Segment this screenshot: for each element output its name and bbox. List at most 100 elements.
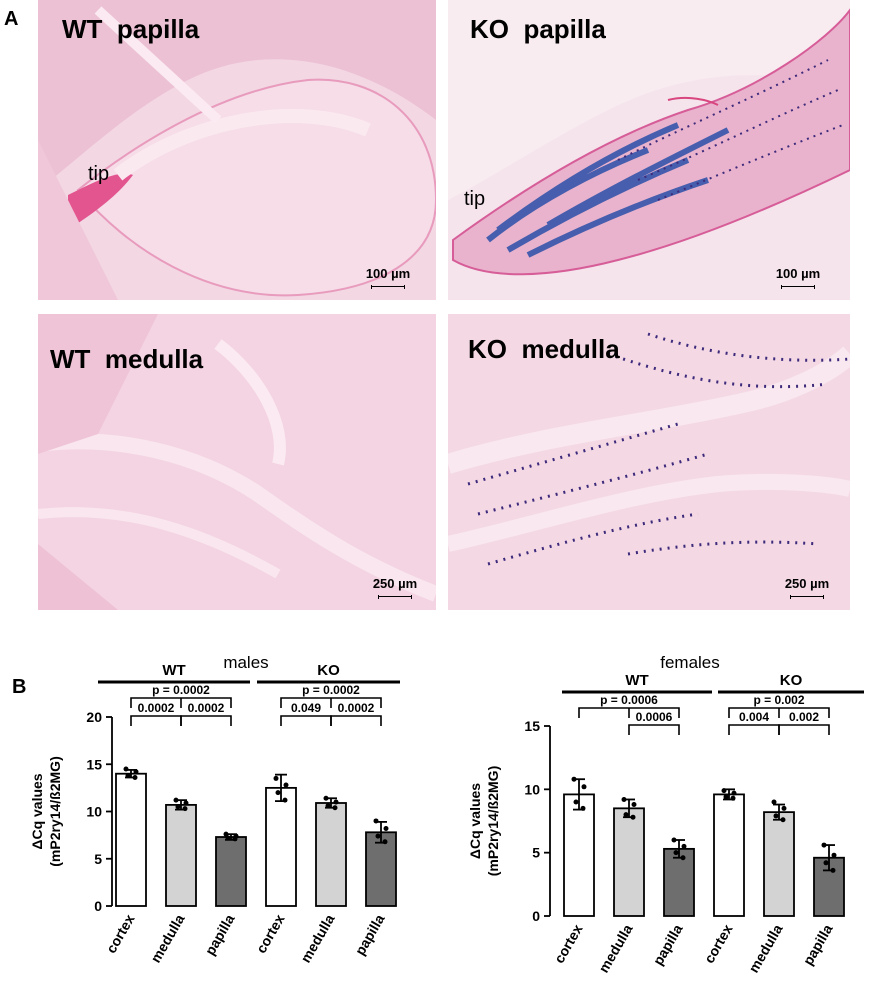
y-tick-label: 10 — [86, 804, 102, 820]
data-point — [581, 784, 587, 790]
scale-bar-line — [371, 285, 405, 289]
data-point — [673, 850, 679, 856]
micrograph-title: WT papilla — [62, 14, 200, 44]
ko-papilla-image — [448, 0, 850, 300]
data-point — [175, 804, 181, 810]
x-tick-label: papilla — [352, 911, 388, 958]
y-axis-label: (mP2ry14/ß2MG) — [485, 766, 501, 876]
panel-a-label: A — [4, 8, 19, 30]
chart-females: females WT KO 0 5 10 15 ΔCq values (mP2ry14/ß2MG… — [467, 653, 864, 975]
y-tick-label: 15 — [86, 756, 102, 772]
p-value-label: 0.049 — [291, 701, 321, 715]
scale-bar-line — [781, 285, 815, 289]
data-point — [382, 839, 388, 845]
data-point — [573, 799, 579, 805]
significance-bracket — [330, 715, 382, 726]
data-point — [631, 802, 637, 808]
bar — [265, 786, 297, 907]
bar — [315, 802, 347, 907]
significance-bracket — [628, 724, 680, 735]
tip-label: tip — [464, 188, 486, 210]
data-point — [671, 837, 677, 843]
y-tick-label: 5 — [94, 851, 102, 867]
p-value-label: p = 0.002 — [753, 693, 804, 707]
p-value-label: 0.0002 — [138, 701, 175, 715]
data-point — [621, 796, 627, 802]
bar — [663, 847, 695, 917]
p-value-label: 0.004 — [739, 710, 769, 724]
bar — [215, 836, 247, 907]
significance-bracket — [130, 715, 182, 726]
data-point — [223, 831, 229, 837]
x-tick-label: papilla — [202, 911, 238, 958]
data-point — [780, 817, 786, 823]
data-point — [225, 835, 231, 841]
y-tick-label: 10 — [524, 781, 540, 797]
data-point — [333, 799, 339, 805]
y-axis-label: ΔCq values — [467, 783, 483, 859]
micrograph-title: WT medulla — [50, 344, 204, 374]
data-point — [133, 769, 139, 775]
x-tick-label: cortex — [103, 911, 138, 956]
panel-b-label: B — [12, 676, 27, 698]
x-tick-label: cortex — [701, 921, 736, 966]
x-tick-label: papilla — [800, 921, 836, 968]
chart-title: females — [660, 653, 720, 672]
x-tick-label: medulla — [745, 921, 785, 975]
y-tick-label: 20 — [86, 709, 102, 725]
x-tick-label: cortex — [253, 911, 288, 956]
significance-bracket — [280, 715, 332, 726]
significance-bracket — [180, 715, 232, 726]
ko-medulla-image — [448, 314, 850, 610]
data-point — [680, 855, 686, 861]
data-point — [383, 826, 389, 832]
data-point — [721, 788, 727, 794]
y-tick-label: 5 — [532, 845, 540, 861]
y-axis-label: (mP2ry14/ß2MG) — [47, 756, 63, 866]
data-point — [125, 773, 131, 779]
group-label: WT — [625, 672, 648, 689]
bar — [713, 793, 745, 917]
bar — [365, 831, 397, 907]
scale-bar-label: 250 µm — [372, 576, 418, 591]
p-value-label: p = 0.0002 — [302, 683, 360, 697]
scale-bar-line — [790, 595, 824, 599]
data-point — [773, 813, 779, 819]
data-point — [173, 797, 179, 803]
data-point — [273, 775, 279, 781]
data-point — [132, 774, 138, 780]
x-tick-label: medulla — [595, 921, 635, 975]
scale-bar-label: 100 µm — [775, 266, 821, 281]
p-value-label: 0.0006 — [636, 710, 673, 724]
x-tick-label: medulla — [297, 911, 337, 965]
significance-bracket — [728, 724, 780, 735]
bar — [613, 807, 645, 917]
scale-bar: 100 µm — [353, 266, 423, 289]
group-label: KO — [780, 672, 803, 689]
p-value-label: p = 0.0002 — [152, 683, 210, 697]
p-value-label: 0.0002 — [338, 701, 375, 715]
micrograph-wt-medulla: WT medulla 250 µm — [38, 314, 436, 610]
x-tick-label: cortex — [551, 921, 586, 966]
data-point — [723, 794, 729, 800]
bar — [563, 793, 595, 917]
data-point — [232, 836, 238, 842]
y-tick-label: 15 — [524, 718, 540, 734]
scale-bar-line — [378, 595, 412, 599]
micrograph-ko-medulla: KO medulla 250 µm — [448, 314, 850, 610]
data-point — [182, 806, 188, 812]
data-point — [275, 790, 281, 796]
group-label: KO — [317, 662, 340, 679]
data-point — [731, 790, 737, 796]
p-value-label: p = 0.0006 — [600, 693, 658, 707]
data-point — [623, 812, 629, 818]
data-point — [830, 867, 836, 873]
p-value-label: 0.002 — [789, 710, 819, 724]
data-point — [373, 818, 379, 824]
data-point — [730, 795, 736, 801]
scale-bar-label: 100 µm — [365, 266, 411, 281]
group-label: WT — [162, 662, 185, 679]
data-point — [375, 833, 381, 839]
data-point — [823, 860, 829, 866]
data-point — [821, 842, 827, 848]
